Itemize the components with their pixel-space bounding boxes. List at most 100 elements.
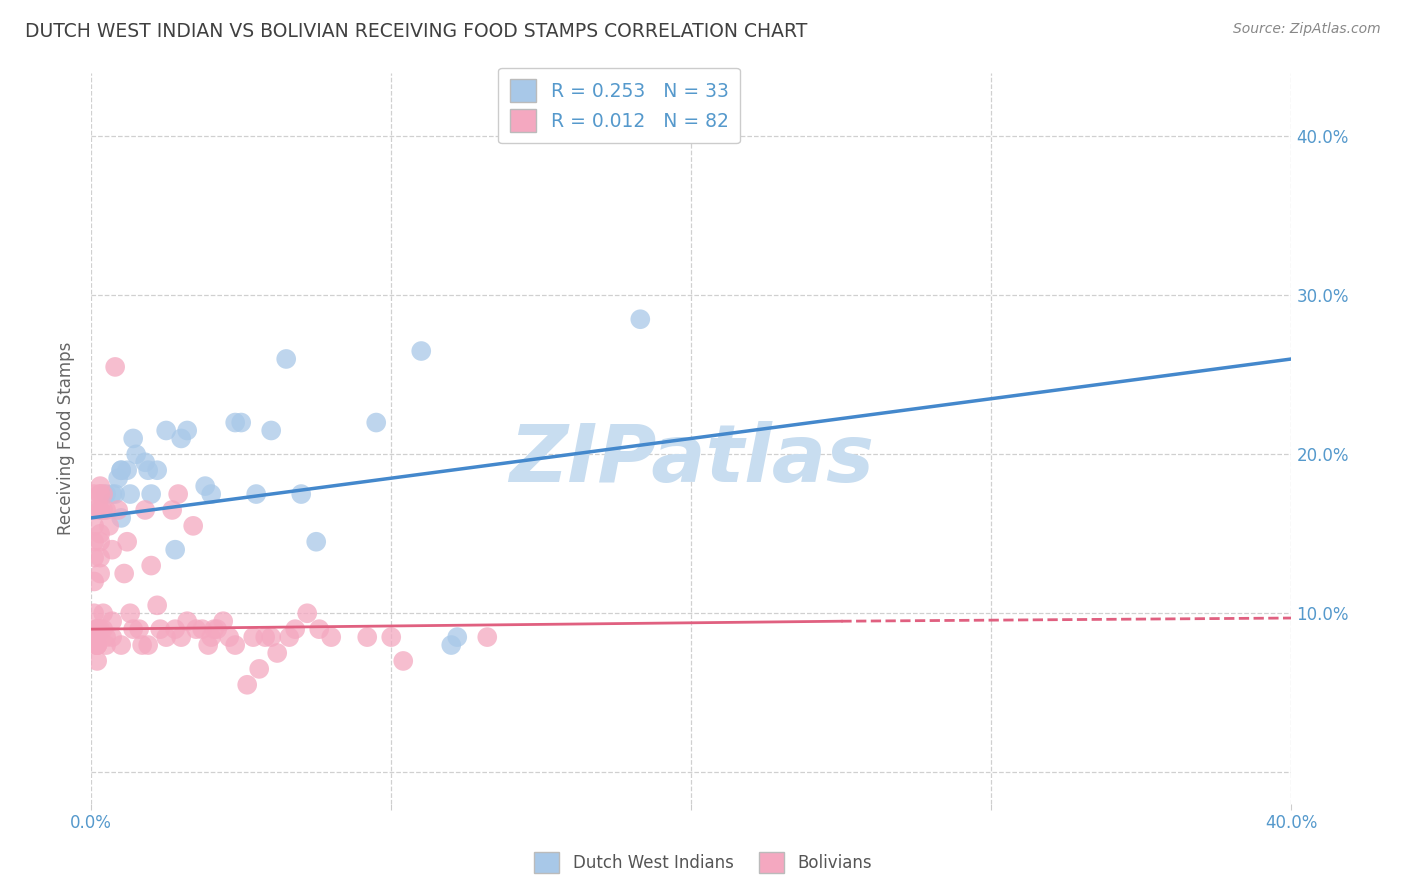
Point xyxy=(202,622,225,636)
Point xyxy=(477,630,499,644)
Point xyxy=(96,487,118,501)
Point xyxy=(86,622,108,636)
Point xyxy=(110,463,132,477)
Point xyxy=(170,630,193,644)
Point xyxy=(89,503,111,517)
Point xyxy=(136,463,159,477)
Point xyxy=(83,519,105,533)
Point xyxy=(146,463,169,477)
Point xyxy=(191,622,214,636)
Point xyxy=(86,638,108,652)
Point xyxy=(260,630,283,644)
Point xyxy=(91,622,114,636)
Point xyxy=(83,607,105,621)
Point xyxy=(86,638,108,652)
Point xyxy=(115,463,138,477)
Point xyxy=(110,463,132,477)
Point xyxy=(89,622,111,636)
Point xyxy=(101,487,124,501)
Point xyxy=(83,503,105,517)
Point xyxy=(321,630,343,644)
Y-axis label: Receiving Food Stamps: Receiving Food Stamps xyxy=(58,342,75,535)
Point xyxy=(96,638,118,652)
Point xyxy=(146,599,169,613)
Point xyxy=(356,630,378,644)
Point xyxy=(83,550,105,565)
Point xyxy=(89,487,111,501)
Point xyxy=(380,630,402,644)
Point xyxy=(120,607,142,621)
Point xyxy=(149,622,172,636)
Point xyxy=(125,447,148,461)
Point xyxy=(231,416,253,430)
Point xyxy=(411,344,433,359)
Point xyxy=(131,638,153,652)
Point xyxy=(260,424,283,438)
Point xyxy=(290,487,312,501)
Point xyxy=(236,678,259,692)
Point xyxy=(107,471,129,485)
Point xyxy=(91,487,114,501)
Point xyxy=(392,654,415,668)
Point xyxy=(83,574,105,589)
Point xyxy=(107,503,129,517)
Point xyxy=(86,622,108,636)
Point xyxy=(155,630,177,644)
Point xyxy=(245,487,267,501)
Legend: R = 0.253   N = 33, R = 0.012   N = 82: R = 0.253 N = 33, R = 0.012 N = 82 xyxy=(499,68,740,144)
Point xyxy=(165,622,187,636)
Point xyxy=(96,503,118,517)
Point xyxy=(284,622,307,636)
Text: ZIPatlas: ZIPatlas xyxy=(509,421,873,500)
Point xyxy=(96,630,118,644)
Point xyxy=(104,359,127,374)
Point xyxy=(122,622,145,636)
Point xyxy=(136,638,159,652)
Point xyxy=(212,614,235,628)
Point xyxy=(89,479,111,493)
Point xyxy=(305,534,328,549)
Point xyxy=(98,519,121,533)
Point xyxy=(366,416,388,430)
Point xyxy=(200,487,222,501)
Text: DUTCH WEST INDIAN VS BOLIVIAN RECEIVING FOOD STAMPS CORRELATION CHART: DUTCH WEST INDIAN VS BOLIVIAN RECEIVING … xyxy=(25,22,807,41)
Text: Source: ZipAtlas.com: Source: ZipAtlas.com xyxy=(1233,22,1381,37)
Point xyxy=(110,511,132,525)
Point xyxy=(186,622,208,636)
Point xyxy=(101,542,124,557)
Point xyxy=(89,487,111,501)
Point xyxy=(91,503,114,517)
Point xyxy=(86,638,108,652)
Point xyxy=(89,526,111,541)
Point xyxy=(278,630,301,644)
Point xyxy=(247,662,270,676)
Point xyxy=(89,566,111,581)
Point xyxy=(440,638,463,652)
Point xyxy=(141,487,163,501)
Point xyxy=(141,558,163,573)
Point xyxy=(200,630,222,644)
Point xyxy=(266,646,288,660)
Point xyxy=(242,630,264,644)
Point xyxy=(194,479,217,493)
Point xyxy=(295,607,318,621)
Point xyxy=(120,487,142,501)
Point xyxy=(110,638,132,652)
Point xyxy=(205,622,228,636)
Point xyxy=(197,638,219,652)
Legend: Dutch West Indians, Bolivians: Dutch West Indians, Bolivians xyxy=(527,846,879,880)
Point xyxy=(134,455,156,469)
Point xyxy=(218,630,240,644)
Point xyxy=(86,638,108,652)
Point xyxy=(104,487,127,501)
Point xyxy=(134,503,156,517)
Point xyxy=(446,630,468,644)
Point xyxy=(89,534,111,549)
Point xyxy=(91,607,114,621)
Point xyxy=(254,630,277,644)
Point xyxy=(224,638,246,652)
Point xyxy=(86,622,108,636)
Point xyxy=(83,487,105,501)
Point xyxy=(89,503,111,517)
Point xyxy=(165,542,187,557)
